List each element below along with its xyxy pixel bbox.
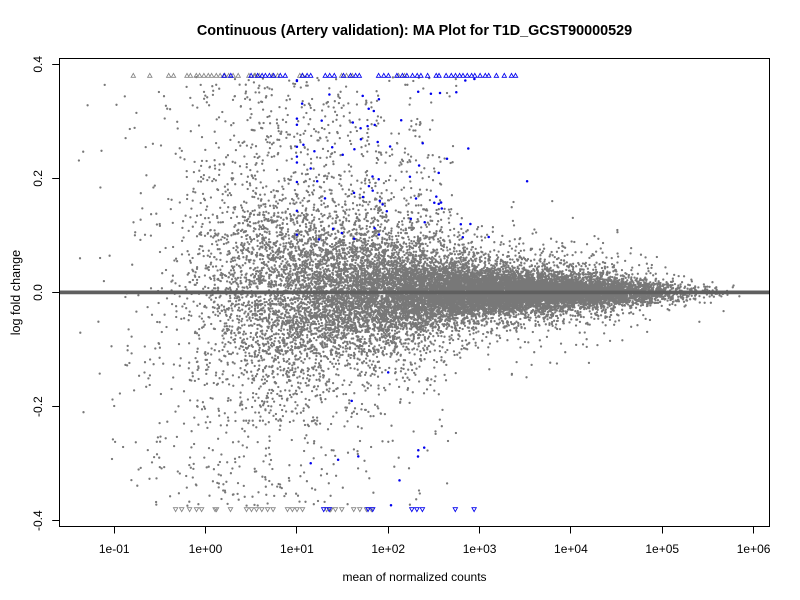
svg-text:-0.2: -0.2 xyxy=(31,396,45,417)
svg-text:1e-01: 1e-01 xyxy=(99,542,130,556)
svg-text:1e+01: 1e+01 xyxy=(280,542,314,556)
svg-text:1e+05: 1e+05 xyxy=(645,542,679,556)
svg-text:1e+03: 1e+03 xyxy=(463,542,497,556)
svg-text:1e+02: 1e+02 xyxy=(371,542,405,556)
svg-text:log fold change: log fold change xyxy=(9,250,23,335)
svg-text:-0.4: -0.4 xyxy=(31,510,45,531)
svg-text:1e+06: 1e+06 xyxy=(737,542,771,556)
svg-text:mean of normalized counts: mean of normalized counts xyxy=(342,570,486,584)
svg-text:1e+04: 1e+04 xyxy=(554,542,588,556)
svg-text:0.4: 0.4 xyxy=(31,56,45,73)
svg-text:1e+00: 1e+00 xyxy=(189,542,223,556)
svg-text:Continuous (Artery validation): Continuous (Artery validation): MA Plot … xyxy=(197,23,632,39)
svg-text:0.0: 0.0 xyxy=(31,284,45,301)
svg-text:0.2: 0.2 xyxy=(31,170,45,187)
